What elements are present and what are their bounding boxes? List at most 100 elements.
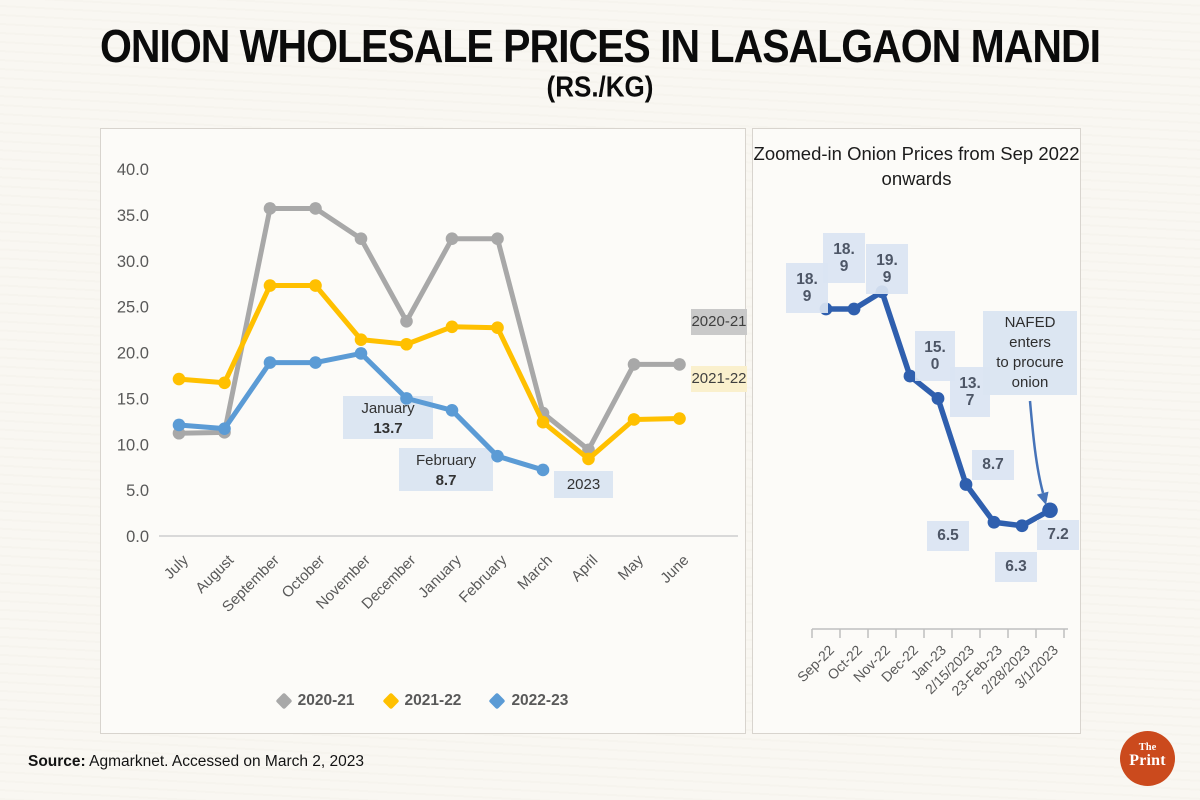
data-point xyxy=(491,232,504,246)
legend-label-2022-23: 2022-23 xyxy=(511,692,569,709)
data-point xyxy=(445,320,459,334)
legend-item-2021-22: 2021-22 xyxy=(382,692,462,710)
series-line-2022-23 xyxy=(176,350,546,473)
data-point xyxy=(491,449,504,463)
data-point xyxy=(847,302,861,316)
data-point xyxy=(400,315,413,328)
data-label: 8.7 xyxy=(972,450,1014,480)
source-note: Source: Agmarknet. Accessed on March 2, … xyxy=(28,753,364,771)
nafed-annotation: NAFED enters to procure onion xyxy=(983,311,1077,395)
data-point xyxy=(400,337,413,351)
data-point xyxy=(309,202,322,215)
source-label: Source: xyxy=(28,753,86,770)
nafed-annotation-line3: to procure xyxy=(996,354,1064,371)
data-point xyxy=(400,392,413,405)
data-point xyxy=(491,321,504,335)
y-tick-label: 5.0 xyxy=(126,482,149,500)
y-tick-label: 35.0 xyxy=(117,207,149,225)
source-text: Agmarknet. Accessed on March 2, 2023 xyxy=(89,753,365,770)
data-point xyxy=(536,415,550,429)
data-point xyxy=(673,358,686,371)
data-point xyxy=(263,279,277,292)
x-tick-label: February xyxy=(456,551,511,606)
february-annotation: February 8.7 xyxy=(399,448,493,491)
data-label: 18. 9 xyxy=(823,233,865,283)
data-point xyxy=(354,232,368,246)
data-point xyxy=(627,358,641,371)
nafed-arrow-line xyxy=(1028,400,1045,494)
x-tick-label: March xyxy=(514,552,555,593)
series-line-2020-21 xyxy=(176,205,682,453)
data-point xyxy=(987,515,1001,529)
data-point xyxy=(959,478,973,491)
zoomed-chart-title: Zoomed-in Onion Prices from Sep 2022 onw… xyxy=(753,143,1080,189)
zoomed-prices-chart-panel: Zoomed-in Onion Prices from Sep 2022 onw… xyxy=(752,128,1081,734)
data-point xyxy=(931,392,945,405)
theprint-logo-top-text: The xyxy=(1138,742,1157,753)
x-tick-label: May xyxy=(615,551,647,583)
february-annotation-label: February xyxy=(415,452,477,469)
y-tick-label: 40.0 xyxy=(117,161,149,179)
data-point xyxy=(218,376,231,390)
series-tag-2020-21: 2020-21 xyxy=(691,309,747,336)
data-label: 7.2 xyxy=(1037,520,1079,550)
nafed-annotation-line4: onion xyxy=(1011,373,1049,391)
theprint-logo-bottom-text: Print xyxy=(1129,752,1166,769)
y-tick-label: 10.0 xyxy=(117,436,149,454)
y-tick-label: 25.0 xyxy=(117,299,149,317)
nafed-annotation-line2: enters xyxy=(1009,334,1051,352)
theprint-logo: The Print xyxy=(1120,731,1175,786)
data-point xyxy=(263,202,277,215)
x-tick-label: August xyxy=(192,551,238,597)
y-tick-label: 0.0 xyxy=(126,528,149,546)
data-point xyxy=(627,413,641,426)
data-label: 6.3 xyxy=(995,552,1037,582)
january-annotation-value: 13.7 xyxy=(373,419,403,437)
data-point xyxy=(582,452,595,466)
x-tick-label: April xyxy=(568,552,601,585)
data-point xyxy=(536,463,550,477)
x-tick-label: July xyxy=(161,551,192,582)
legend-marker-2021-22-icon xyxy=(382,692,400,710)
legend-marker-2022-23-icon xyxy=(488,692,506,710)
y-tick-label: 20.0 xyxy=(117,345,149,363)
data-point xyxy=(354,333,368,346)
data-point xyxy=(172,372,186,386)
page-title: ONION WHOLESALE PRICES IN LASALGAON MAND… xyxy=(100,20,1101,73)
data-point xyxy=(903,369,917,383)
data-label: 6.5 xyxy=(927,521,969,551)
data-point xyxy=(218,422,231,435)
data-point xyxy=(445,232,459,246)
zoomed-prices-line-chart: Sep-22Oct-22Nov-22Dec-22Jan-232/15/20232… xyxy=(794,285,1068,699)
monthly-prices-line-chart: 40.0 35.0 30.0 25.0 20.0 15.0 10.0 5.0 0.0 July Au… xyxy=(117,161,738,616)
page-subtitle: (RS./KG) xyxy=(546,70,654,103)
y-tick-label: 15.0 xyxy=(117,390,149,408)
data-point xyxy=(263,356,277,369)
legend-label-2021-22: 2021-22 xyxy=(404,692,462,709)
data-point xyxy=(309,279,322,292)
year-2023-annotation: 2023 xyxy=(554,471,613,498)
data-point xyxy=(309,356,322,369)
nafed-arrow-head-icon xyxy=(1036,491,1049,505)
y-tick-label: 30.0 xyxy=(117,253,149,271)
january-annotation-label: January xyxy=(361,400,415,417)
nafed-annotation-line1: NAFED xyxy=(1004,314,1056,332)
legend-item-2020-21: 2020-21 xyxy=(275,692,355,710)
data-point xyxy=(1042,502,1058,519)
data-point xyxy=(354,347,368,360)
legend-marker-2020-21-icon xyxy=(275,692,293,710)
series-line-2021-22 xyxy=(176,283,682,462)
data-point xyxy=(1015,519,1029,533)
chart-legend: 2020-21 2021-22 2022-23 xyxy=(101,692,745,710)
data-label: 15. 0 xyxy=(915,331,955,381)
monthly-prices-chart-panel: January 13.7 February 8.7 2023 2020-21 2… xyxy=(100,128,747,734)
data-point xyxy=(445,404,459,417)
data-point xyxy=(172,418,186,432)
data-label: 13. 7 xyxy=(950,367,990,417)
legend-label-2020-21: 2020-21 xyxy=(297,692,355,709)
x-tick-label: June xyxy=(657,552,692,587)
data-label: 18. 9 xyxy=(786,263,828,313)
data-label: 19. 9 xyxy=(866,244,908,294)
legend-item-2022-23: 2022-23 xyxy=(488,692,569,710)
